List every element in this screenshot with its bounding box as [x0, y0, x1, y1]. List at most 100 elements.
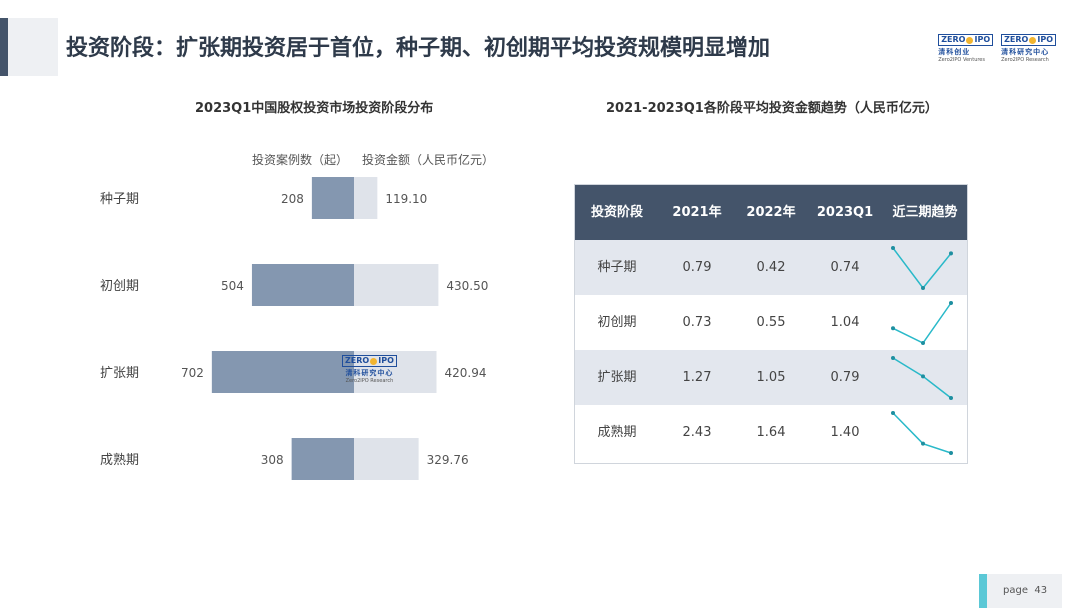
cases-bar	[291, 438, 354, 480]
table-row: 扩张期 1.27 1.05 0.79	[575, 350, 967, 405]
cell-2021: 2.43	[682, 425, 712, 440]
category-label: 种子期	[100, 192, 139, 207]
cases-bar	[211, 351, 354, 393]
trend-sparkline	[891, 411, 953, 455]
col-header-2022: 2022年	[746, 205, 796, 220]
sparkline-line	[892, 302, 952, 344]
amount-bar	[354, 264, 439, 306]
watermark-mark-left: ZERO	[345, 356, 370, 365]
sparkline-line	[892, 412, 952, 454]
amount-bar	[354, 177, 378, 219]
amount-value-label: 119.10	[385, 192, 427, 206]
cases-value-label: 504	[221, 279, 244, 293]
cell-2023q1: 0.74	[830, 260, 860, 275]
watermark-circle-icon	[370, 357, 378, 365]
cell-2022: 0.42	[756, 260, 786, 275]
legend-amount: 投资金额（人民币亿元）	[362, 153, 495, 167]
cases-value-label: 308	[261, 453, 284, 467]
col-header-trend: 近三期趋势	[892, 205, 958, 220]
col-header-stage: 投资阶段	[590, 205, 643, 220]
header-logos: ZERO IPO 清科创业 Zero2IPO Ventures ZERO IPO 清…	[938, 34, 1056, 63]
cell-2023q1: 1.40	[830, 425, 860, 440]
amount-bar	[354, 351, 437, 393]
cell-stage: 种子期	[597, 260, 637, 275]
page-title: 投资阶段：扩张期投资居于首位，种子期、初创期平均投资规模明显增加	[66, 36, 771, 61]
amount-value-label: 420.94	[445, 366, 487, 380]
watermark-en: Zero2IPO Research	[345, 378, 394, 384]
trend-sparkline	[891, 246, 953, 290]
sparkline-point	[891, 246, 895, 250]
cell-2021: 0.79	[682, 260, 712, 275]
table-row: 成熟期 2.43 1.64 1.40	[575, 405, 967, 460]
table-row: 初创期 0.73 0.55 1.04	[575, 295, 967, 350]
logo-circle-icon	[1029, 36, 1037, 44]
sparkline-point	[921, 441, 925, 446]
watermark-cn: 清科研究中心	[345, 369, 394, 377]
title-accent-bar	[0, 18, 8, 76]
cases-bar	[311, 177, 354, 219]
amount-value-label: 430.50	[446, 279, 488, 293]
zero2ipo-ventures-logo: ZERO IPO 清科创业 Zero2IPO Ventures	[938, 34, 994, 63]
page-label: page	[1003, 585, 1028, 596]
table-row: 种子期 0.79 0.42 0.74	[575, 240, 967, 295]
amount-bar	[354, 438, 419, 480]
logo-cn-text: 清科创业	[938, 48, 971, 56]
sparkline-point	[949, 301, 953, 305]
stage-distribution-chart: 种子期 208 119.10 初创期 504 430.50 扩张期 702 420.94 成熟期 3…	[100, 177, 488, 480]
cases-value-label: 208	[281, 192, 304, 206]
sparkline-point	[921, 286, 925, 290]
cell-2022: 1.64	[756, 425, 786, 440]
watermark-logo: ZERO IPO 清科研究中心 Zero2IPO Research	[342, 355, 397, 384]
logo-cn-text: 清科研究中心	[1001, 48, 1050, 56]
cell-stage: 初创期	[597, 315, 637, 330]
cell-2023q1: 0.79	[830, 370, 860, 385]
sparkline-point	[949, 396, 953, 400]
cell-2022: 0.55	[756, 315, 786, 330]
logo-mark-left: ZERO	[941, 35, 966, 44]
logo-en-text: Zero2IPO Research	[1001, 57, 1049, 63]
table-header: 投资阶段 2021年 2022年 2023Q1 近三期趋势	[575, 185, 967, 240]
legend-cases: 投资案例数（起）	[252, 153, 349, 167]
avg-investment-table: 投资阶段 2021年 2022年 2023Q1 近三期趋势 种子期 0.79 0…	[574, 184, 968, 464]
table-title: 2021-2023Q1各阶段平均投资金额趋势（人民币亿元）	[606, 101, 938, 116]
trend-sparkline	[891, 301, 953, 345]
logo-mark: ZERO IPO	[1001, 34, 1056, 46]
page-number-box: page 43	[987, 574, 1062, 608]
page-number: 43	[1034, 585, 1048, 596]
bar-chart-title: 2023Q1中国股权投资市场投资阶段分布	[195, 101, 434, 116]
logo-circle-icon	[966, 36, 974, 44]
page-accent-strip	[979, 574, 987, 608]
sparkline-point	[891, 326, 895, 331]
sparkline-point	[949, 451, 953, 455]
cell-stage: 扩张期	[597, 370, 637, 385]
cases-value-label: 702	[181, 366, 204, 380]
watermark-mark: ZERO IPO	[342, 355, 397, 367]
logo-en-text: Zero2IPO Ventures	[938, 57, 985, 63]
cell-stage: 成熟期	[597, 425, 637, 440]
cases-bar	[251, 264, 354, 306]
cell-2022: 1.05	[756, 370, 786, 385]
category-label: 初创期	[100, 279, 139, 294]
amount-value-label: 329.76	[427, 453, 469, 467]
zero2ipo-research-logo: ZERO IPO 清科研究中心 Zero2IPO Research	[1001, 34, 1056, 63]
watermark-mark-right: IPO	[378, 356, 394, 365]
sparkline-point	[891, 356, 895, 360]
sparkline-line	[892, 247, 952, 290]
sparkline-point	[891, 411, 895, 415]
sparkline-point	[921, 374, 925, 379]
col-header-2023q1: 2023Q1	[816, 205, 874, 220]
cell-2021: 1.27	[682, 370, 712, 385]
col-header-2021: 2021年	[672, 205, 722, 220]
logo-mark-left: ZERO	[1004, 35, 1029, 44]
cell-2023q1: 1.04	[830, 315, 860, 330]
sparkline-point	[921, 341, 925, 345]
logo-mark-right: IPO	[1037, 35, 1053, 44]
category-label: 成熟期	[100, 452, 139, 468]
logo-mark: ZERO IPO	[938, 34, 994, 46]
cell-2021: 0.73	[682, 315, 712, 330]
category-label: 扩张期	[100, 366, 139, 381]
logo-mark-right: IPO	[974, 35, 991, 44]
title-accent-block	[8, 18, 58, 76]
sparkline-point	[949, 251, 953, 256]
trend-sparkline	[891, 356, 953, 400]
